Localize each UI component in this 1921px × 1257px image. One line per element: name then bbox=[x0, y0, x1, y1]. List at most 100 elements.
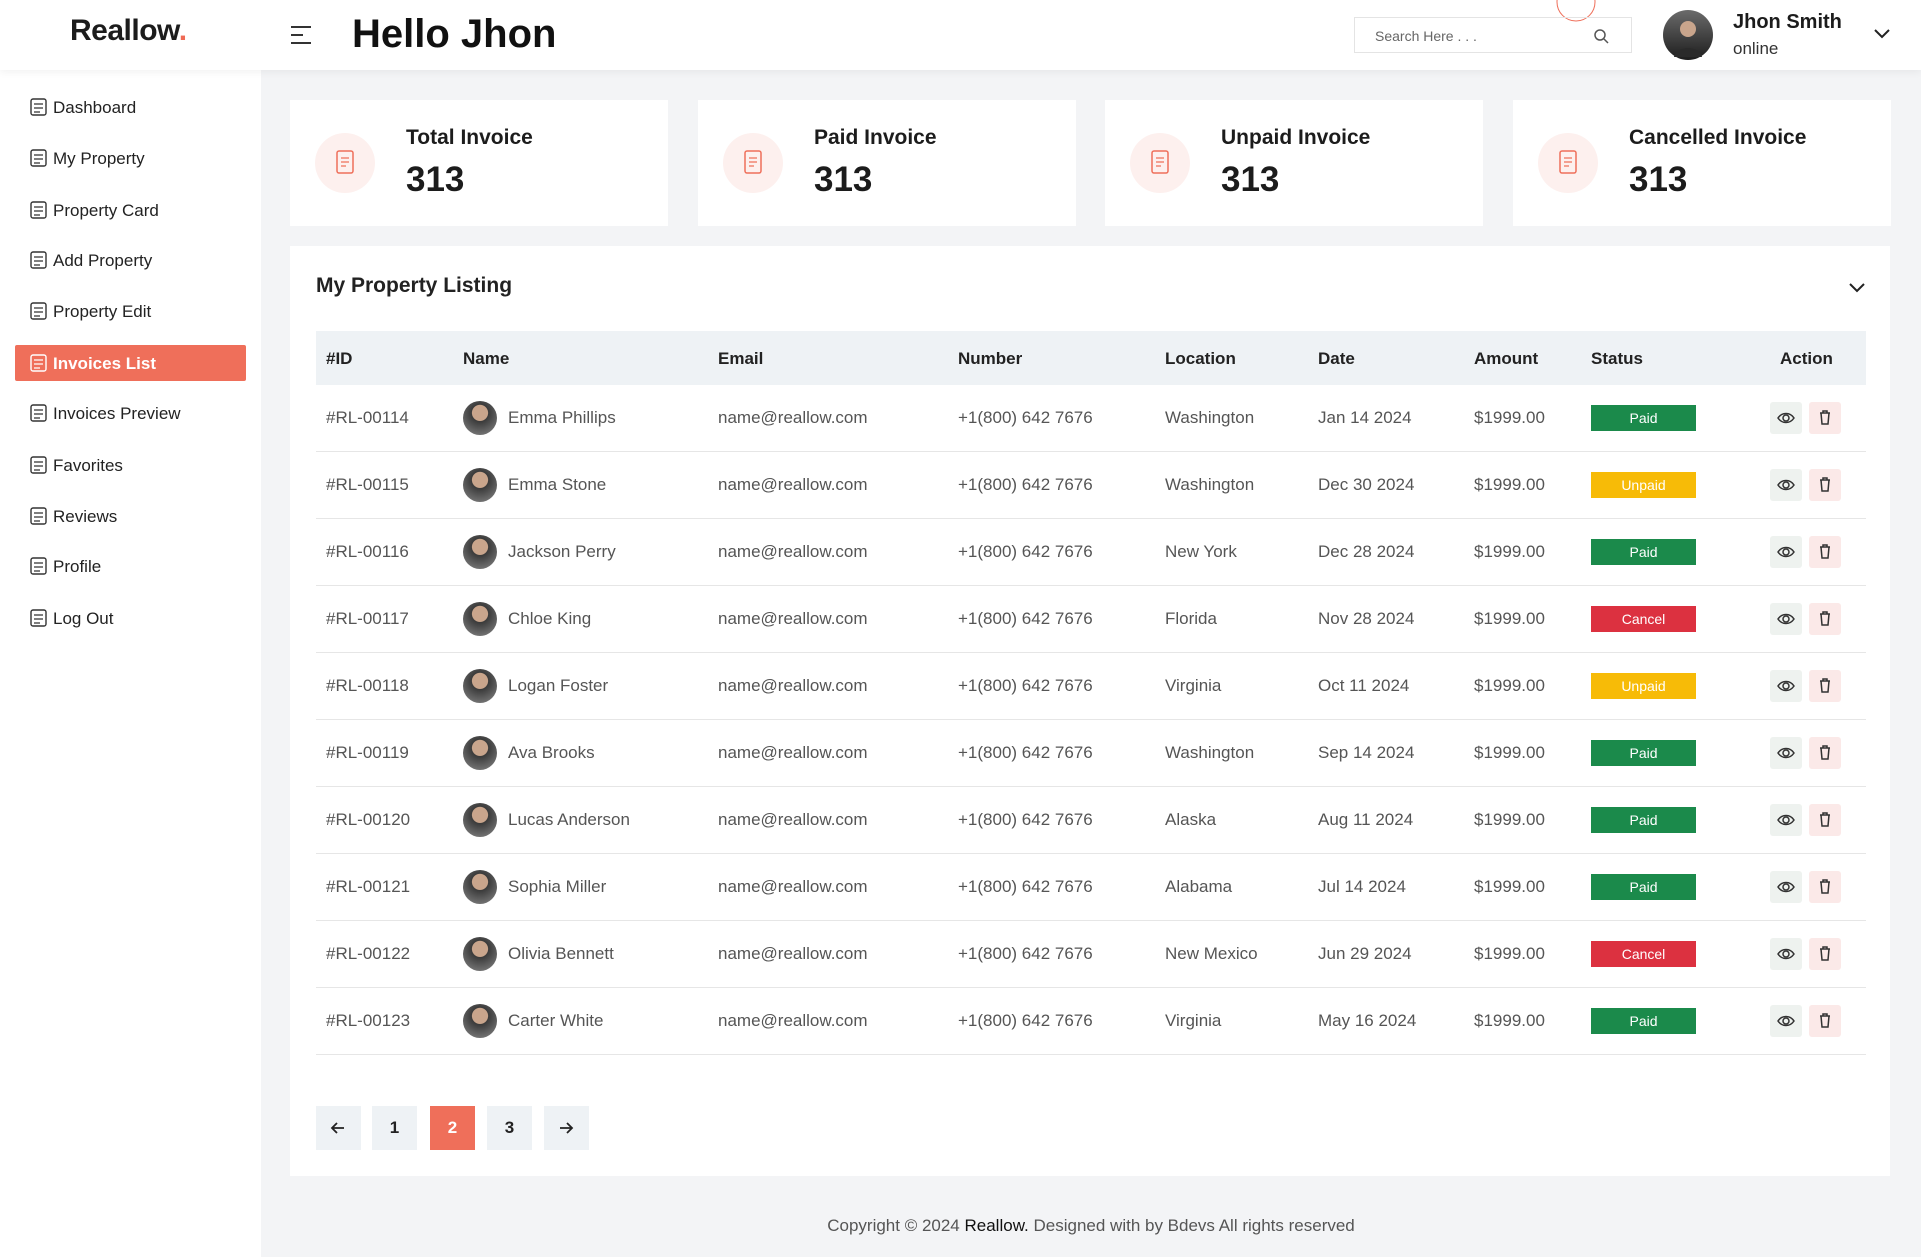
row-avatar bbox=[463, 937, 497, 971]
cell-date: Dec 28 2024 bbox=[1318, 542, 1415, 561]
delete-button[interactable] bbox=[1809, 1005, 1841, 1037]
action-icon bbox=[1820, 946, 1830, 961]
row-avatar bbox=[463, 602, 497, 636]
nav-item[interactable]: Invoices List bbox=[15, 345, 246, 381]
user-name[interactable]: Jhon Smith bbox=[1733, 11, 1842, 33]
delete-button[interactable] bbox=[1809, 603, 1841, 635]
cell-email: name@reallow.com bbox=[718, 408, 868, 427]
action-icon bbox=[1820, 678, 1830, 693]
cell-amount: $1999.00 bbox=[1474, 743, 1545, 762]
cell-name: Emma Phillips bbox=[508, 408, 616, 427]
action-icon bbox=[1777, 948, 1795, 960]
cell-date: Jun 29 2024 bbox=[1318, 944, 1412, 963]
nav-item[interactable]: Invoices Preview bbox=[15, 395, 246, 431]
nav-label: Favorites bbox=[53, 456, 123, 475]
card-icon-glyph bbox=[744, 150, 762, 174]
delete-button[interactable] bbox=[1809, 804, 1841, 836]
cell-amount: $1999.00 bbox=[1474, 676, 1545, 695]
nav-item[interactable]: My Property bbox=[15, 140, 246, 176]
cell-email: name@reallow.com bbox=[718, 743, 868, 762]
nav-item[interactable]: Dashboard bbox=[15, 89, 246, 125]
view-button[interactable] bbox=[1770, 871, 1802, 903]
user-avatar[interactable] bbox=[1662, 9, 1714, 61]
row-divider bbox=[316, 786, 1866, 787]
nav-item[interactable]: Reviews bbox=[15, 498, 246, 534]
cell-id: #RL-00120 bbox=[326, 810, 411, 829]
delete-button[interactable] bbox=[1809, 469, 1841, 501]
user-menu-chevron[interactable] bbox=[1873, 28, 1891, 40]
column-header: Status bbox=[1591, 349, 1643, 368]
page-button[interactable]: 3 bbox=[487, 1106, 532, 1150]
user-status: online bbox=[1733, 39, 1779, 58]
view-button[interactable] bbox=[1770, 1005, 1802, 1037]
action-icon bbox=[1820, 410, 1830, 425]
action-icon bbox=[1820, 544, 1830, 559]
cell-date: May 16 2024 bbox=[1318, 1011, 1417, 1030]
delete-button[interactable] bbox=[1809, 536, 1841, 568]
delete-button[interactable] bbox=[1809, 737, 1841, 769]
column-header: Date bbox=[1318, 349, 1355, 368]
cell-date: Dec 30 2024 bbox=[1318, 475, 1415, 494]
cell-date: Aug 11 2024 bbox=[1318, 810, 1414, 829]
nav-icon bbox=[30, 98, 47, 116]
nav-item[interactable]: Add Property bbox=[15, 242, 246, 278]
view-button[interactable] bbox=[1770, 603, 1802, 635]
status-badge: Unpaid bbox=[1591, 472, 1696, 498]
delete-button[interactable] bbox=[1809, 938, 1841, 970]
status-badge: Cancel bbox=[1591, 941, 1696, 967]
footer-brand: Reallow. bbox=[964, 1216, 1029, 1235]
stat-card: Unpaid Invoice 313 bbox=[1105, 100, 1483, 226]
search-box[interactable]: Search Here . . . bbox=[1354, 17, 1632, 53]
logo[interactable]: Reallow. bbox=[70, 14, 187, 48]
card-value: 313 bbox=[1629, 160, 1688, 199]
greeting: Hello Jhon bbox=[352, 12, 557, 56]
view-button[interactable] bbox=[1770, 737, 1802, 769]
nav-item[interactable]: Property Card bbox=[15, 192, 246, 228]
cell-number: +1(800) 642 7676 bbox=[958, 944, 1093, 963]
cell-number: +1(800) 642 7676 bbox=[958, 877, 1093, 896]
row-avatar bbox=[463, 870, 497, 904]
cell-name: Jackson Perry bbox=[508, 542, 616, 561]
delete-button[interactable] bbox=[1809, 871, 1841, 903]
arrow-left bbox=[330, 1122, 344, 1134]
nav-item[interactable]: Profile bbox=[15, 548, 246, 584]
status-badge: Paid bbox=[1591, 539, 1696, 565]
cell-email: name@reallow.com bbox=[718, 542, 868, 561]
delete-button[interactable] bbox=[1809, 670, 1841, 702]
prev-page[interactable] bbox=[316, 1106, 361, 1150]
cell-number: +1(800) 642 7676 bbox=[958, 609, 1093, 628]
search-icon[interactable] bbox=[1593, 28, 1609, 44]
cell-name: Carter White bbox=[508, 1011, 604, 1030]
view-button[interactable] bbox=[1770, 536, 1802, 568]
cell-amount: $1999.00 bbox=[1474, 609, 1545, 628]
nav-item[interactable]: Log Out bbox=[15, 600, 246, 636]
row-divider bbox=[316, 451, 1866, 452]
nav-item[interactable]: Property Edit bbox=[15, 293, 246, 329]
row-avatar bbox=[463, 468, 497, 502]
page-button[interactable]: 2 bbox=[430, 1106, 475, 1150]
cell-number: +1(800) 642 7676 bbox=[958, 743, 1093, 762]
status-badge: Cancel bbox=[1591, 606, 1696, 632]
view-button[interactable] bbox=[1770, 670, 1802, 702]
cell-location: New York bbox=[1165, 542, 1237, 561]
view-button[interactable] bbox=[1770, 469, 1802, 501]
action-icon bbox=[1820, 611, 1830, 626]
cell-name: Emma Stone bbox=[508, 475, 607, 494]
row-divider bbox=[316, 652, 1866, 653]
status-badge: Paid bbox=[1591, 405, 1696, 431]
view-button[interactable] bbox=[1770, 804, 1802, 836]
nav-item[interactable]: Favorites bbox=[15, 447, 246, 483]
view-button[interactable] bbox=[1770, 938, 1802, 970]
cell-name: Ava Brooks bbox=[508, 743, 595, 762]
next-page[interactable] bbox=[544, 1106, 589, 1150]
collapse-toggle[interactable] bbox=[1848, 282, 1866, 294]
view-button[interactable] bbox=[1770, 402, 1802, 434]
nav-icon bbox=[30, 507, 47, 525]
menu-toggle[interactable] bbox=[289, 25, 313, 45]
footer-suffix: Designed with by Bdevs All rights reserv… bbox=[1033, 1216, 1355, 1235]
delete-button[interactable] bbox=[1809, 402, 1841, 434]
row-avatar bbox=[463, 669, 497, 703]
page-button[interactable]: 1 bbox=[372, 1106, 417, 1150]
nav-icon bbox=[30, 456, 47, 474]
